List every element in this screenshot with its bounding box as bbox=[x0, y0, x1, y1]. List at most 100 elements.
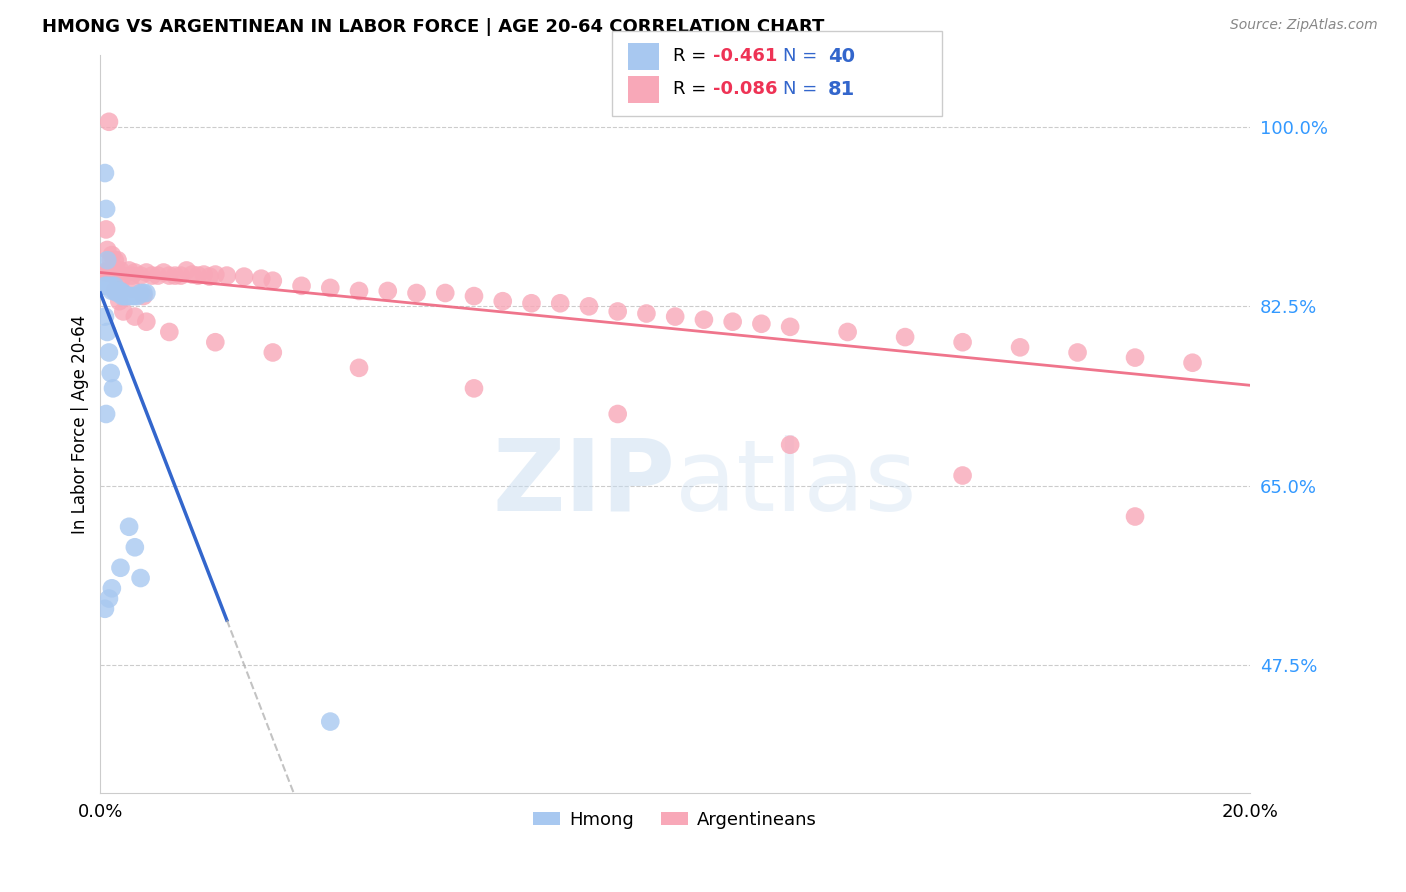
Point bbox=[721, 315, 744, 329]
Point bbox=[1066, 345, 1088, 359]
Point bbox=[636, 306, 658, 320]
Point bbox=[319, 281, 342, 295]
Point bbox=[121, 289, 143, 303]
Point bbox=[101, 248, 124, 262]
Point bbox=[319, 714, 342, 729]
Point bbox=[105, 284, 128, 298]
Point bbox=[204, 335, 226, 350]
Point bbox=[146, 268, 169, 283]
Point bbox=[100, 265, 122, 279]
Point bbox=[250, 271, 273, 285]
Point bbox=[181, 268, 204, 282]
Point bbox=[96, 253, 118, 268]
Point bbox=[129, 285, 152, 300]
Point bbox=[104, 268, 127, 283]
Point bbox=[198, 269, 221, 284]
Text: 40: 40 bbox=[828, 46, 855, 66]
Text: R =: R = bbox=[673, 47, 713, 65]
Point bbox=[104, 278, 127, 293]
Point bbox=[187, 268, 209, 283]
Point bbox=[463, 381, 485, 395]
Point bbox=[94, 222, 117, 236]
Legend: Hmong, Argentineans: Hmong, Argentineans bbox=[526, 804, 824, 836]
Point bbox=[110, 285, 132, 300]
Point bbox=[157, 268, 180, 283]
Point bbox=[101, 284, 124, 298]
Point bbox=[135, 265, 157, 279]
Point bbox=[1123, 351, 1146, 365]
Text: atlas: atlas bbox=[675, 434, 917, 532]
Text: -0.086: -0.086 bbox=[713, 80, 778, 98]
Point bbox=[104, 253, 127, 268]
Point bbox=[124, 310, 146, 324]
Point bbox=[107, 253, 129, 268]
Point bbox=[115, 289, 138, 303]
Point bbox=[129, 268, 152, 283]
Point bbox=[96, 325, 118, 339]
Point bbox=[135, 285, 157, 300]
Point bbox=[779, 438, 801, 452]
Point bbox=[107, 285, 129, 300]
Point bbox=[204, 268, 226, 282]
Point bbox=[124, 541, 146, 555]
Point bbox=[463, 289, 485, 303]
Point bbox=[94, 310, 117, 324]
Point bbox=[347, 360, 370, 375]
Point bbox=[751, 317, 773, 331]
Point bbox=[548, 296, 571, 310]
Point bbox=[96, 263, 118, 277]
Point bbox=[110, 276, 132, 290]
Point bbox=[100, 366, 122, 380]
Point bbox=[101, 582, 124, 596]
Point bbox=[96, 243, 118, 257]
Y-axis label: In Labor Force | Age 20-64: In Labor Force | Age 20-64 bbox=[72, 315, 89, 533]
Point bbox=[101, 278, 124, 293]
Text: N =: N = bbox=[783, 47, 823, 65]
Point bbox=[127, 289, 149, 303]
Point bbox=[693, 312, 716, 326]
Point bbox=[1010, 340, 1032, 354]
Point bbox=[107, 284, 129, 298]
Point bbox=[110, 284, 132, 298]
Point bbox=[104, 284, 127, 298]
Point bbox=[94, 602, 117, 616]
Text: HMONG VS ARGENTINEAN IN LABOR FORCE | AGE 20-64 CORRELATION CHART: HMONG VS ARGENTINEAN IN LABOR FORCE | AG… bbox=[42, 18, 824, 36]
Point bbox=[118, 263, 141, 277]
Text: R =: R = bbox=[673, 80, 713, 98]
Point bbox=[837, 325, 859, 339]
Point bbox=[98, 265, 121, 279]
Point bbox=[132, 285, 155, 300]
Point bbox=[1123, 509, 1146, 524]
Point bbox=[129, 571, 152, 585]
Point bbox=[157, 325, 180, 339]
Point bbox=[492, 294, 515, 309]
Point bbox=[434, 285, 457, 300]
Point bbox=[112, 304, 135, 318]
Point bbox=[107, 265, 129, 279]
Point bbox=[952, 468, 974, 483]
Point bbox=[135, 315, 157, 329]
Point bbox=[98, 115, 121, 129]
Point bbox=[141, 268, 163, 283]
Point bbox=[121, 282, 143, 296]
Point bbox=[779, 319, 801, 334]
Point bbox=[112, 268, 135, 283]
Point bbox=[101, 265, 124, 279]
Point bbox=[111, 289, 134, 303]
Text: N =: N = bbox=[783, 80, 823, 98]
Point bbox=[165, 268, 187, 283]
Point bbox=[176, 263, 198, 277]
Point bbox=[118, 289, 141, 303]
Point bbox=[124, 289, 146, 303]
Point bbox=[262, 274, 284, 288]
Point bbox=[98, 345, 121, 359]
Point bbox=[124, 265, 146, 279]
Point bbox=[114, 289, 136, 303]
Point bbox=[94, 202, 117, 216]
Point bbox=[152, 265, 174, 279]
Point bbox=[94, 166, 117, 180]
Point bbox=[101, 381, 124, 395]
Point bbox=[170, 268, 193, 283]
Point bbox=[104, 284, 127, 298]
Point bbox=[578, 299, 600, 313]
